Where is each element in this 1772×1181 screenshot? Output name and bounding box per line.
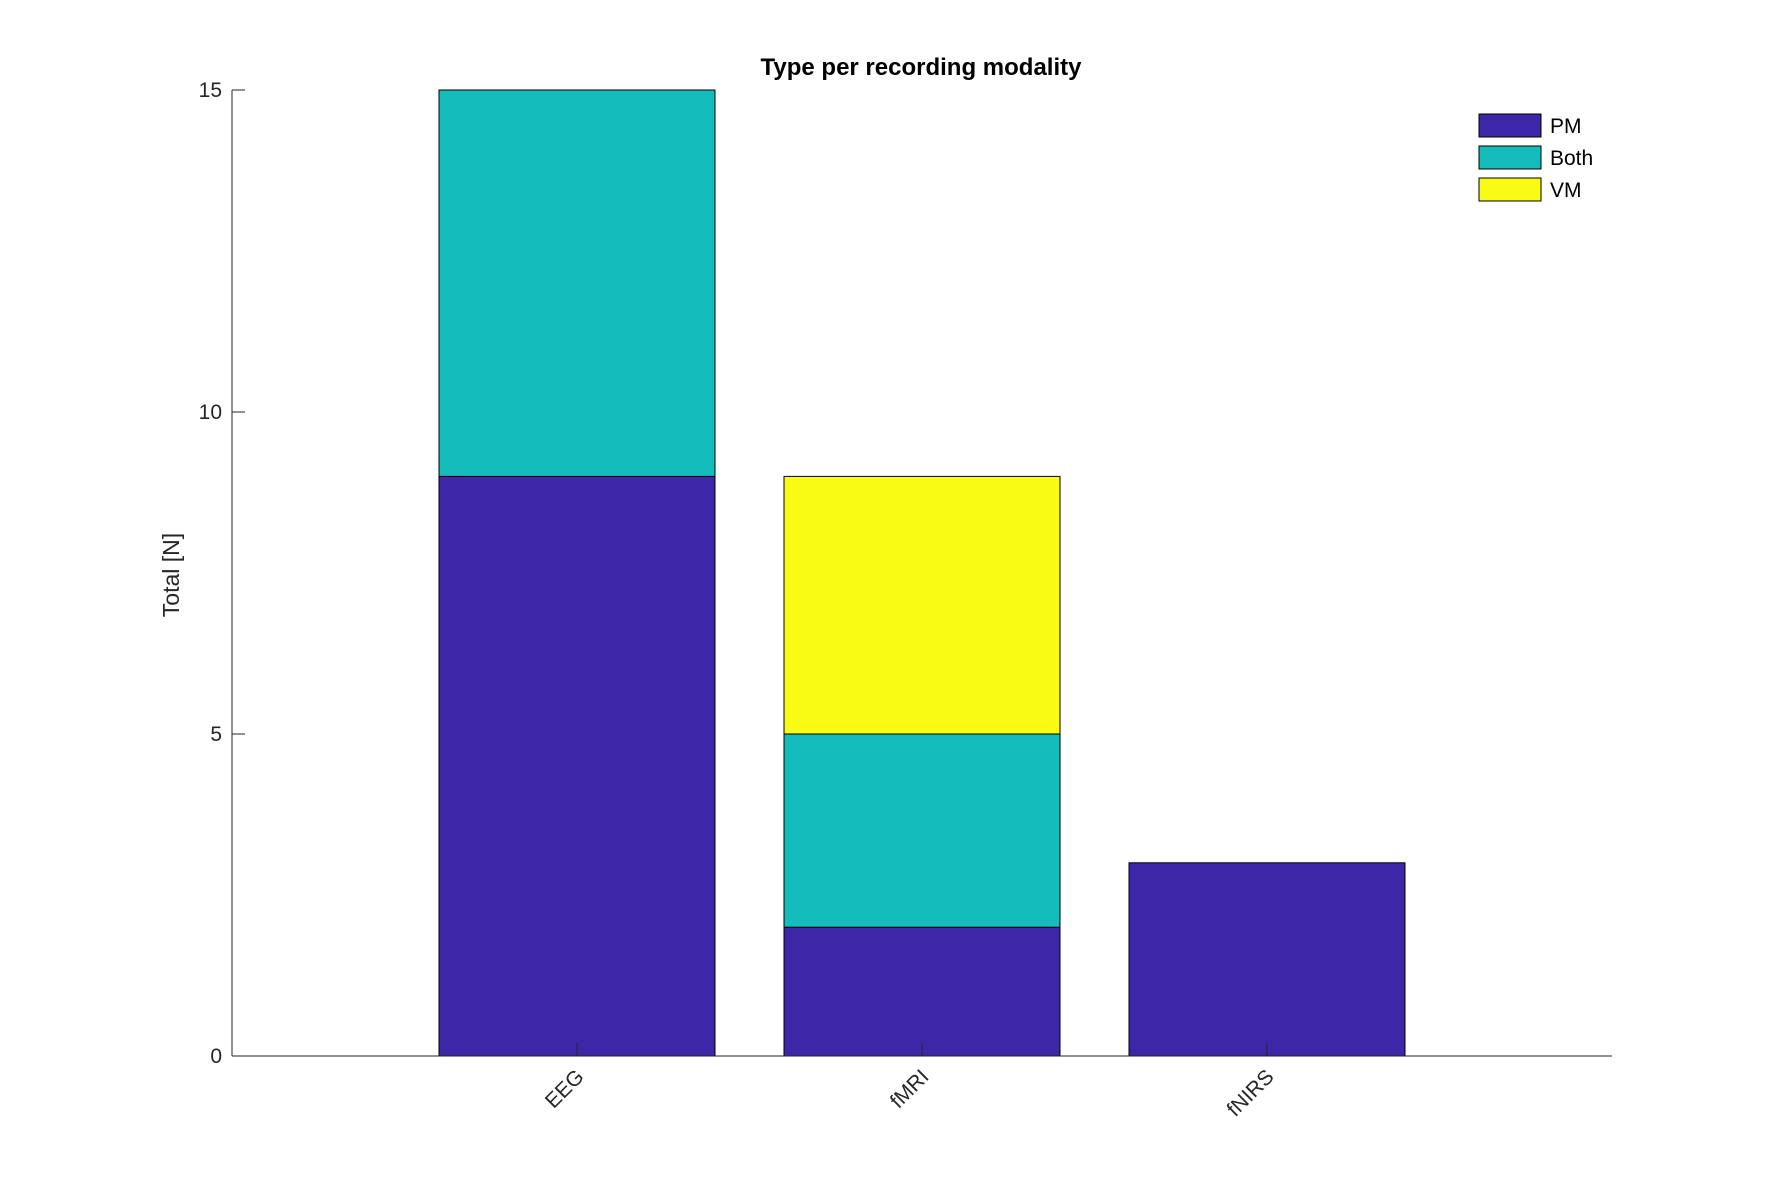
x-tick-label: fMRI [886,1065,934,1113]
x-tick-label: fNIRS [1223,1065,1279,1121]
y-tick-label: 0 [210,1045,222,1068]
y-ticks-group: 0 5 10 15 [199,79,245,1068]
legend-swatch-both [1478,145,1542,170]
y-tick-label: 10 [199,401,222,424]
bar-fmri-pm [783,926,1061,1057]
x-tick-label: EEG [541,1065,589,1113]
chart-title: Type per recording modality [761,54,1083,81]
legend-swatch-pm [1478,113,1542,138]
legend: PM Both VM [1478,113,1593,202]
bar-fnirs-pm [1128,862,1406,1057]
legend-label-vm: VM [1550,179,1582,202]
bars-group [438,89,1406,1057]
legend-swatch-vm [1478,177,1542,202]
y-tick-label: 5 [210,723,222,746]
bar-fmri-both [783,733,1061,928]
y-tick-label: 15 [199,79,222,102]
bar-eeg-pm [438,475,716,1057]
legend-label-both: Both [1550,147,1593,170]
bar-eeg-both [438,89,716,477]
bar-fmri-vm [783,475,1061,735]
y-axis-label: Total [N] [158,533,184,617]
legend-label-pm: PM [1550,115,1582,138]
